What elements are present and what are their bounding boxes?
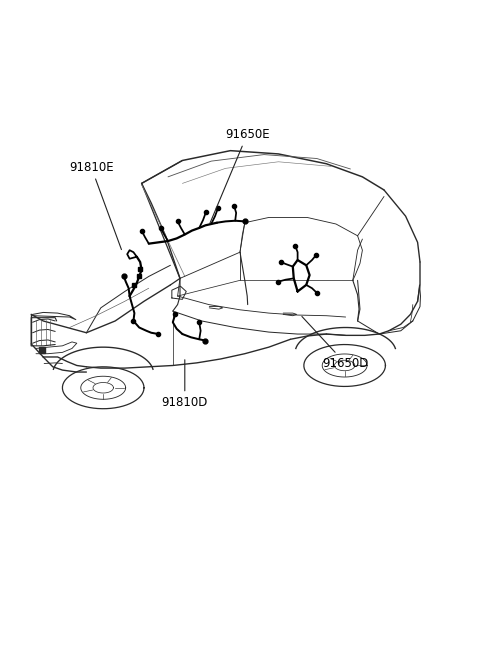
Text: 91810D: 91810D <box>162 360 208 409</box>
Text: 91810E: 91810E <box>69 160 121 250</box>
Text: 91650D: 91650D <box>302 316 369 370</box>
Text: 91650E: 91650E <box>210 128 269 223</box>
